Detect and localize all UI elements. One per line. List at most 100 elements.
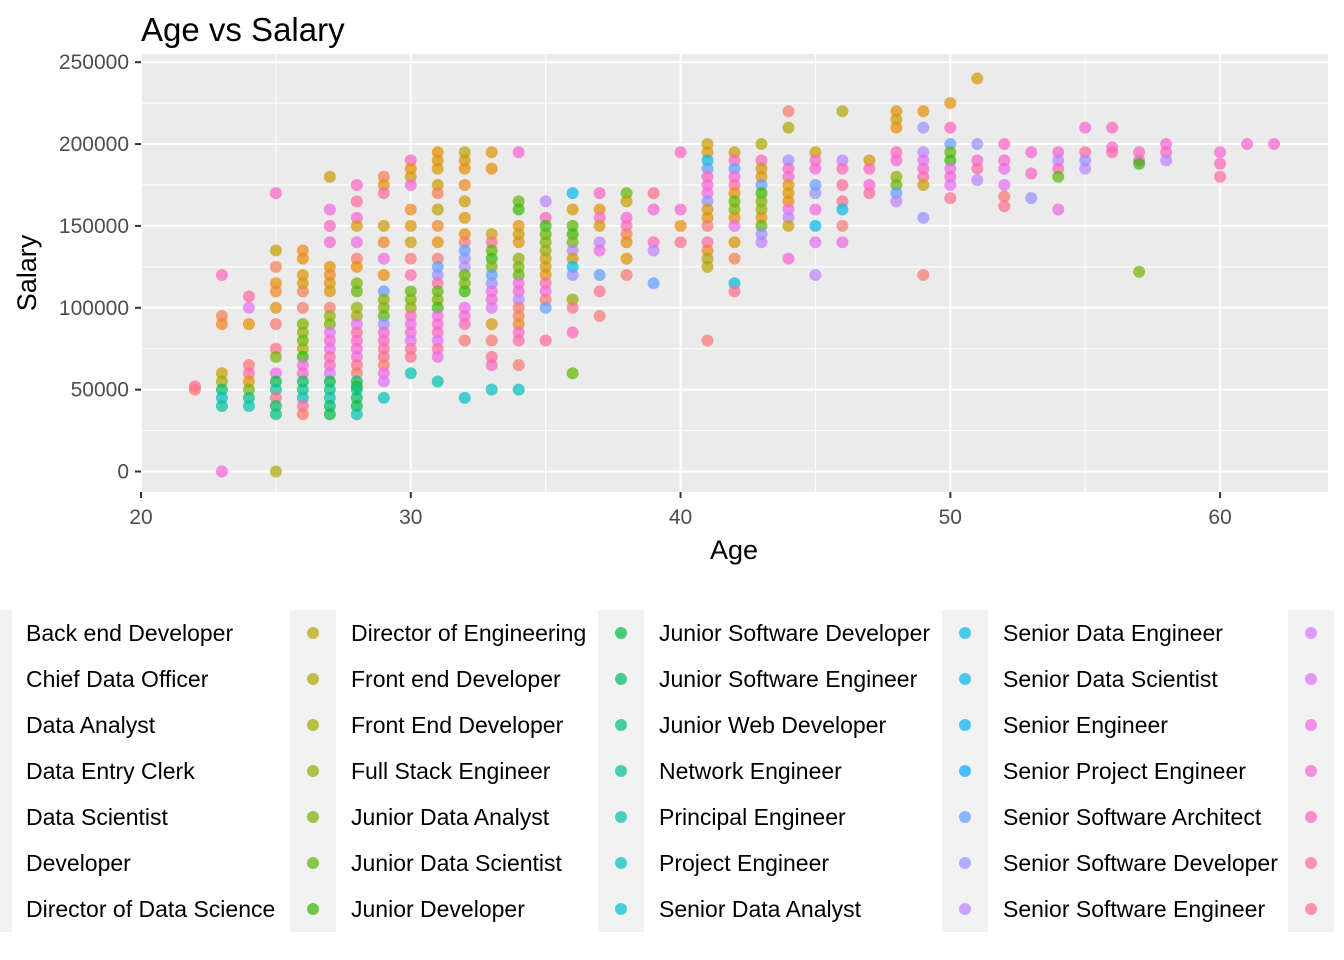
data-point [620,269,633,282]
data-point [971,162,984,175]
data-point [512,359,525,372]
data-point [1079,121,1092,134]
data-point [377,219,390,232]
data-point [458,334,471,347]
data-point [836,162,849,175]
data-point [431,350,444,363]
data-point [836,178,849,191]
x-axis-title: Age [710,535,758,565]
data-point [377,236,390,249]
data-point [269,318,282,331]
legend-label: Project Engineer [659,850,829,876]
data-point [512,334,525,347]
data-point [1106,121,1119,134]
data-point [674,146,687,159]
plot-panel [141,54,1328,492]
data-point [377,391,390,404]
legend-label: Full Stack Engineer [351,758,551,784]
data-point [1106,146,1119,159]
data-point [485,301,498,314]
legend-marker [959,811,971,823]
data-point [458,318,471,331]
data-point [539,301,552,314]
legend-marker [307,903,319,915]
data-point [728,219,741,232]
data-point [350,236,363,249]
data-point [377,269,390,282]
legend-label: Junior Software Engineer [659,666,918,692]
legend-marker [615,903,627,915]
legend-label: Junior Data Scientist [351,850,563,876]
data-point [485,318,498,331]
legend-marker [615,811,627,823]
data-point [215,400,228,413]
data-point [458,391,471,404]
legend-marker [307,673,319,685]
data-point [701,219,714,232]
legend-marker [1305,719,1317,731]
data-point [593,244,606,257]
legend-key [0,610,12,656]
legend-marker [959,627,971,639]
data-point [512,236,525,249]
chart-title: Age vs Salary [141,11,345,48]
data-point [917,121,930,134]
data-point [836,203,849,216]
legend-key [0,794,12,840]
data-point [485,162,498,175]
legend-label: Data Scientist [26,804,169,830]
legend-marker [959,719,971,731]
data-point [647,187,660,200]
data-point [998,178,1011,191]
data-point [323,219,336,232]
data-point [323,170,336,183]
legend-marker [307,627,319,639]
data-point [1052,170,1065,183]
legend-marker [1305,903,1317,915]
legend-label: Senior Project Engineer [1003,758,1246,784]
legend-label: Data Analyst [26,712,156,738]
data-point [485,334,498,347]
data-point [215,269,228,282]
legend-label: Director of Data Science [26,896,275,922]
data-point [890,154,903,167]
legend-label: Chief Data Officer [26,666,209,692]
legend-marker [959,903,971,915]
data-point [917,105,930,118]
legend-label: Front End Developer [351,712,564,738]
data-point [944,192,957,205]
data-point [269,408,282,421]
legend-label: Senior Data Engineer [1003,620,1223,646]
data-point [1214,157,1227,170]
data-point [269,301,282,314]
legend-marker [1305,673,1317,685]
data-point [377,187,390,200]
data-point [863,162,876,175]
data-point [512,146,525,159]
legend-marker [615,857,627,869]
legend-marker [615,627,627,639]
data-point [431,187,444,200]
data-point [188,380,201,393]
data-point [350,260,363,273]
data-point [404,219,417,232]
data-point [512,203,525,216]
data-point [647,203,660,216]
legend-label: Principal Engineer [659,804,846,830]
data-point [647,277,660,290]
data-point [377,375,390,388]
data-point [728,236,741,249]
data-point [566,326,579,339]
legend-key [0,748,12,794]
legend-marker [615,765,627,777]
data-point [269,285,282,298]
data-point [917,269,930,282]
data-point [458,162,471,175]
legend-label: Back end Developer [26,620,233,646]
x-tick-label: 20 [129,506,152,529]
data-point [809,203,822,216]
legend-label: Senior Software Architect [1003,804,1262,830]
y-tick-label: 200000 [59,133,129,156]
data-point [215,465,228,478]
legend-key [0,656,12,702]
